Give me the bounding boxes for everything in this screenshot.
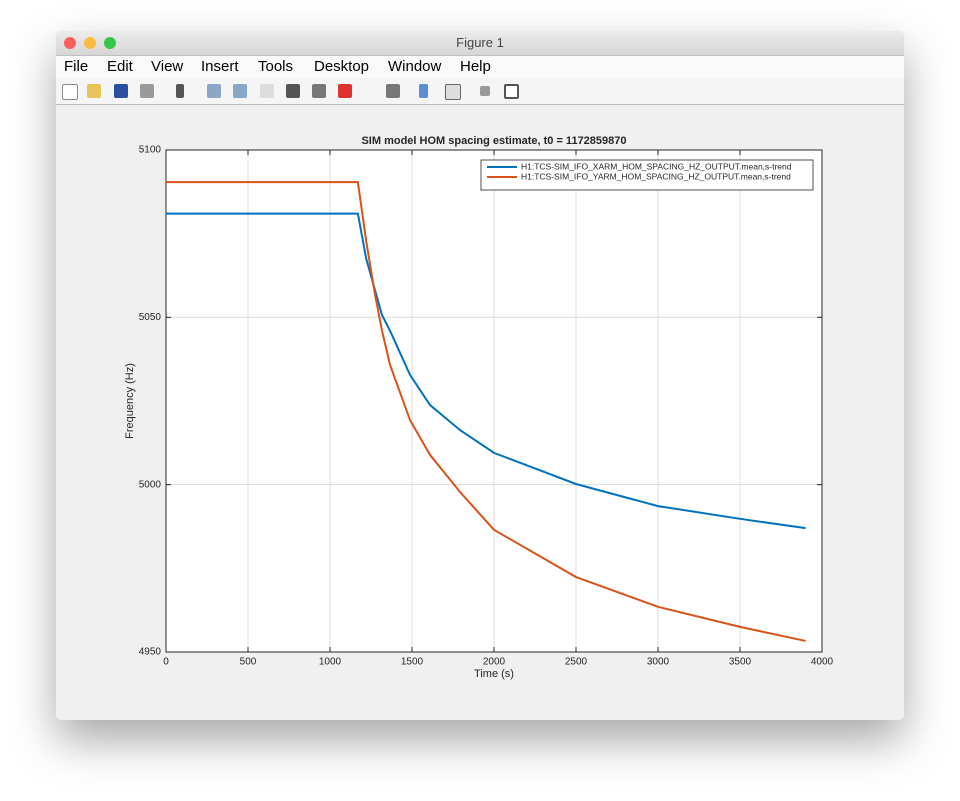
- y-tick-label: 5050: [139, 312, 162, 323]
- menu-item[interactable]: View: [151, 58, 184, 75]
- chart-title: SIM model HOM spacing estimate, t0 = 117…: [361, 135, 626, 147]
- zoom-in-icon[interactable]: [207, 84, 221, 98]
- hide-icon[interactable]: [480, 86, 490, 96]
- y-axis-label: Frequency (Hz): [124, 363, 136, 439]
- toolbar: [56, 78, 904, 105]
- menu-bar: File Edit View Insert Tools Desktop Wind…: [56, 56, 904, 78]
- title-bar: Figure 1: [56, 31, 904, 56]
- y-tick-label: 5000: [139, 479, 162, 490]
- menu-item[interactable]: Tools: [258, 58, 294, 75]
- minimize-button[interactable]: [84, 37, 96, 49]
- x-tick-label: 2500: [565, 657, 588, 668]
- legend-box: [480, 159, 814, 191]
- new-icon[interactable]: [62, 84, 78, 100]
- datatip-icon[interactable]: [312, 84, 326, 98]
- menu-item[interactable]: Edit: [107, 58, 133, 75]
- menu-item[interactable]: Insert: [201, 58, 239, 75]
- x-axis-label: Time (s): [474, 668, 514, 680]
- link-icon[interactable]: [386, 84, 400, 98]
- x-tick-label: 500: [240, 657, 257, 668]
- data-line: [166, 181, 806, 642]
- legend-icon[interactable]: [445, 84, 461, 100]
- x-tick-label: 4000: [811, 657, 834, 668]
- menu-item[interactable]: Window: [388, 58, 442, 75]
- x-tick-label: 1500: [401, 657, 424, 668]
- legend-label: H1:TCS-SIM_IFO_YARM_HOM_SPACING_HZ_OUTPU…: [521, 171, 791, 181]
- brush-icon[interactable]: [338, 84, 352, 98]
- x-tick-label: 0: [163, 657, 169, 668]
- x-tick-label: 3000: [647, 657, 670, 668]
- y-tick-label: 5100: [139, 145, 162, 156]
- x-tick-label: 3500: [729, 657, 752, 668]
- pan-icon[interactable]: [260, 84, 274, 98]
- y-tick-label: 4950: [139, 647, 162, 658]
- menu-item[interactable]: Help: [460, 58, 491, 75]
- data-line: [166, 212, 806, 530]
- legend-label: H1:TCS-SIM_IFO_XARM_HOM_SPACING_HZ_OUTPU…: [521, 161, 792, 171]
- zoom-button[interactable]: [104, 37, 116, 49]
- x-tick-label: 2000: [483, 657, 506, 668]
- colorbar-icon[interactable]: [419, 84, 428, 98]
- rotate-icon[interactable]: [286, 84, 300, 98]
- print-icon[interactable]: [140, 84, 154, 98]
- save-icon[interactable]: [114, 84, 128, 98]
- zoom-out-icon[interactable]: [233, 84, 247, 98]
- axes-box: [165, 149, 823, 653]
- close-button[interactable]: [64, 37, 76, 49]
- menu-item[interactable]: File: [64, 58, 89, 75]
- show-icon[interactable]: [504, 84, 519, 99]
- pointer-icon[interactable]: [176, 84, 184, 98]
- window-title: Figure 1: [456, 35, 504, 50]
- menu-item[interactable]: Desktop: [314, 58, 370, 75]
- open-icon[interactable]: [87, 84, 101, 98]
- x-tick-label: 1000: [319, 657, 342, 668]
